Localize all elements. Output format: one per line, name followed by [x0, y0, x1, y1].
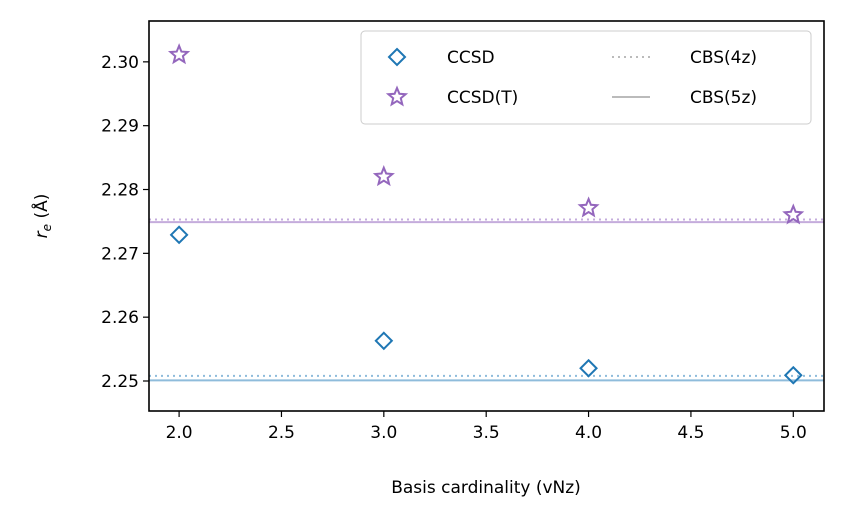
legend-label: CCSD — [447, 48, 495, 68]
y-tick-label: 2.26 — [101, 308, 139, 328]
legend-label: CBS(5z) — [690, 88, 757, 108]
data-point-star — [577, 196, 600, 218]
legend-label: CBS(4z) — [690, 48, 757, 68]
data-point-diamond — [579, 358, 598, 378]
y-tick-label: 2.28 — [101, 181, 139, 201]
x-tick-label: 4.0 — [575, 423, 602, 443]
legend-marker-diamond — [387, 47, 407, 67]
y-tick-label: 2.25 — [101, 372, 139, 392]
x-axis-label: Basis cardinality (vNz) — [391, 478, 581, 498]
x-tick-label: 3.5 — [473, 423, 500, 443]
data-point-diamond — [169, 225, 189, 245]
y-tick-label: 2.29 — [101, 117, 139, 137]
data-point-star — [782, 203, 805, 225]
legend-label: CCSD(T) — [447, 88, 518, 108]
x-tick-label: 2.0 — [166, 423, 193, 443]
legend-marker-star — [385, 85, 409, 107]
y-tick-label: 2.27 — [101, 244, 139, 264]
x-tick-label: 5.0 — [780, 423, 807, 443]
y-axis-label: re (Å) — [30, 194, 54, 239]
y-tick-label: 2.30 — [101, 53, 139, 73]
x-tick-label: 2.5 — [268, 423, 295, 443]
data-point-diamond — [374, 331, 394, 351]
x-tick-label: 3.0 — [370, 423, 397, 443]
data-point-star — [372, 165, 395, 187]
x-tick-label: 4.5 — [677, 423, 704, 443]
legend: CCSD CCSD(T) CBS(4z) CBS(5z) — [360, 30, 812, 125]
data-point-diamond — [783, 365, 803, 385]
data-point-star — [167, 43, 191, 65]
